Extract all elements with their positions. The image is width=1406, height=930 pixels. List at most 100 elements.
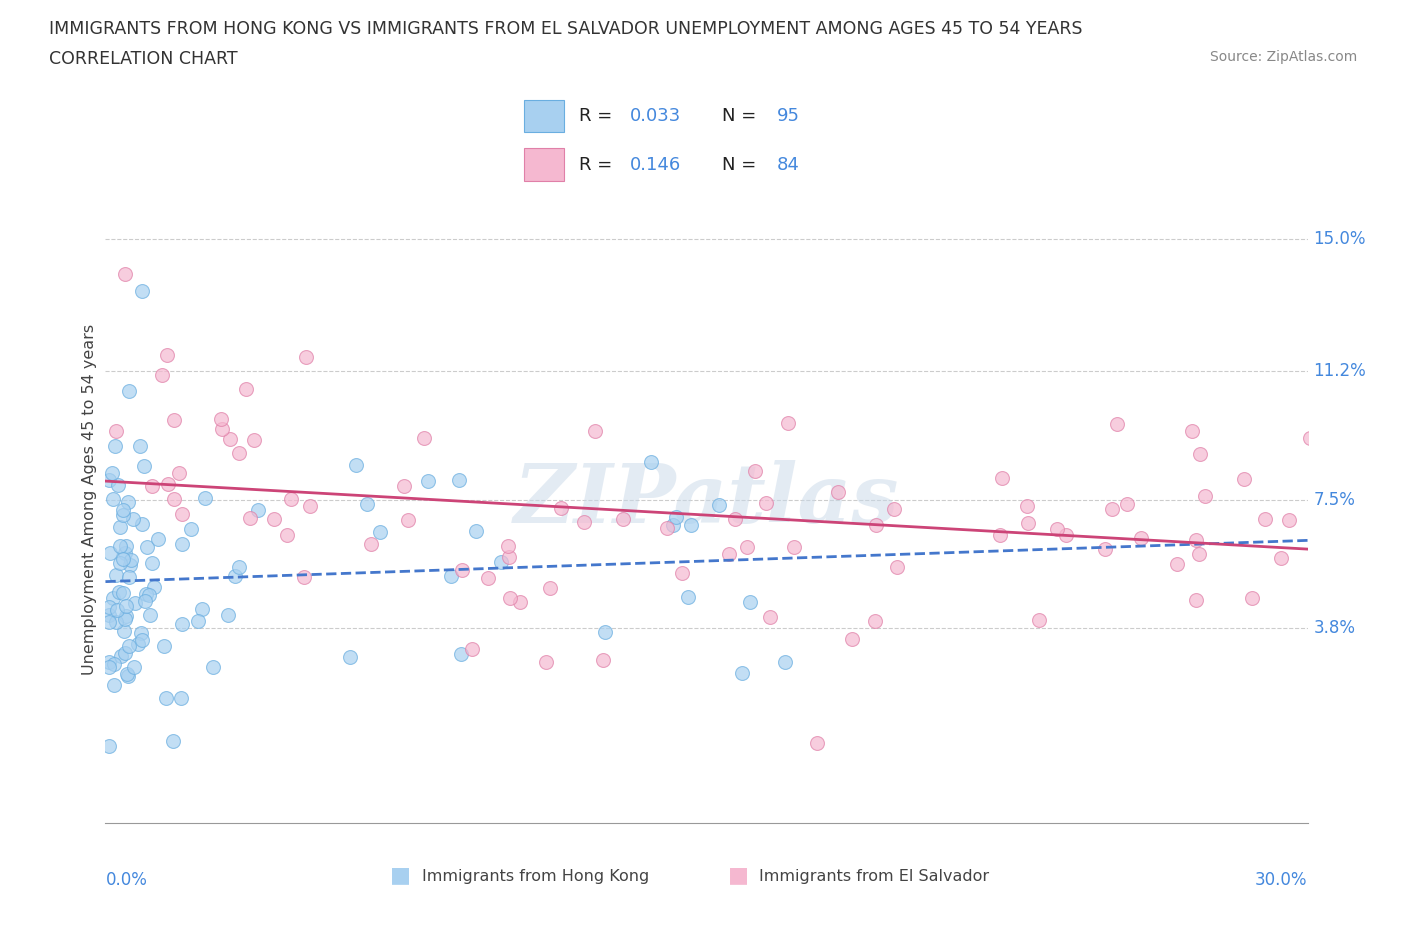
Point [744, 464, 766, 479]
Point [117, 495, 139, 510]
Point [1046, 522, 1069, 537]
Point [98, 607, 121, 622]
Point [129, 626, 152, 641]
Text: 15.0%: 15.0% [1313, 231, 1367, 248]
Text: 0.033: 0.033 [630, 107, 682, 126]
Point [131, 516, 153, 531]
Point [98, 472, 121, 487]
Point [194, 491, 217, 506]
Point [112, 623, 135, 638]
Point [1101, 501, 1123, 516]
Point [396, 512, 419, 527]
Point [152, 639, 174, 654]
Point [450, 646, 472, 661]
Point [107, 478, 129, 493]
Point [146, 532, 169, 547]
Point [98, 600, 121, 615]
Point [101, 492, 124, 507]
Point [865, 614, 887, 629]
Point [394, 478, 416, 493]
Point [127, 637, 149, 652]
Point [115, 667, 138, 682]
Point [228, 560, 250, 575]
Point [344, 458, 367, 472]
Point [1017, 516, 1039, 531]
Point [499, 591, 522, 605]
Text: Immigrants from El Salvador: Immigrants from El Salvador [759, 870, 990, 884]
Point [276, 527, 298, 542]
Point [156, 477, 179, 492]
Point [98, 738, 121, 753]
Point [295, 350, 318, 365]
Point [1181, 423, 1204, 438]
Point [572, 514, 595, 529]
Text: 30.0%: 30.0% [1256, 870, 1308, 889]
Point [162, 734, 184, 749]
Point [1107, 417, 1129, 432]
Text: ■: ■ [728, 865, 748, 885]
Point [105, 423, 128, 438]
Point [990, 527, 1012, 542]
Point [135, 539, 157, 554]
Point [368, 525, 391, 539]
Point [759, 609, 782, 624]
Point [224, 568, 246, 583]
Point [593, 624, 616, 639]
Point [114, 645, 136, 660]
Point [679, 517, 702, 532]
Text: CORRELATION CHART: CORRELATION CHART [49, 50, 238, 68]
Point [108, 585, 131, 600]
Point [498, 550, 520, 565]
Point [592, 653, 614, 668]
Point [180, 522, 202, 537]
Point [451, 563, 474, 578]
Point [141, 478, 163, 493]
Point [583, 424, 606, 439]
Text: N =: N = [721, 107, 762, 126]
Point [172, 617, 194, 631]
Point [105, 568, 128, 583]
Text: 7.5%: 7.5% [1313, 491, 1355, 509]
Point [1017, 498, 1039, 513]
Text: IMMIGRANTS FROM HONG KONG VS IMMIGRANTS FROM EL SALVADOR UNEMPLOYMENT AMONG AGES: IMMIGRANTS FROM HONG KONG VS IMMIGRANTS … [49, 20, 1083, 38]
Y-axis label: Unemployment Among Ages 45 to 54 years: Unemployment Among Ages 45 to 54 years [82, 325, 97, 675]
Point [235, 381, 257, 396]
Point [217, 607, 239, 622]
Point [738, 594, 761, 609]
Text: ■: ■ [391, 865, 411, 885]
Point [1130, 531, 1153, 546]
Point [209, 411, 232, 426]
Point [167, 465, 190, 480]
Text: ZIPatlas: ZIPatlas [513, 459, 900, 540]
Point [103, 657, 125, 671]
Point [886, 560, 908, 575]
Point [114, 546, 136, 561]
Point [120, 558, 142, 573]
Point [496, 538, 519, 553]
Point [883, 502, 905, 517]
Point [114, 609, 136, 624]
Point [118, 639, 141, 654]
Text: R =: R = [579, 155, 619, 174]
Point [1054, 527, 1077, 542]
Point [118, 569, 141, 584]
Point [731, 666, 754, 681]
Bar [524, 149, 564, 180]
Point [201, 659, 224, 674]
Point [112, 551, 135, 566]
Point [360, 537, 382, 551]
Point [1185, 533, 1208, 548]
Point [534, 655, 557, 670]
Point [114, 267, 136, 282]
Point [150, 367, 173, 382]
Point [865, 518, 887, 533]
Point [356, 497, 378, 512]
Point [737, 539, 759, 554]
Point [1116, 497, 1139, 512]
Text: 0.0%: 0.0% [105, 870, 148, 889]
Point [247, 502, 270, 517]
Point [413, 431, 436, 445]
Point [665, 510, 688, 525]
Point [98, 655, 121, 670]
Point [138, 588, 160, 603]
